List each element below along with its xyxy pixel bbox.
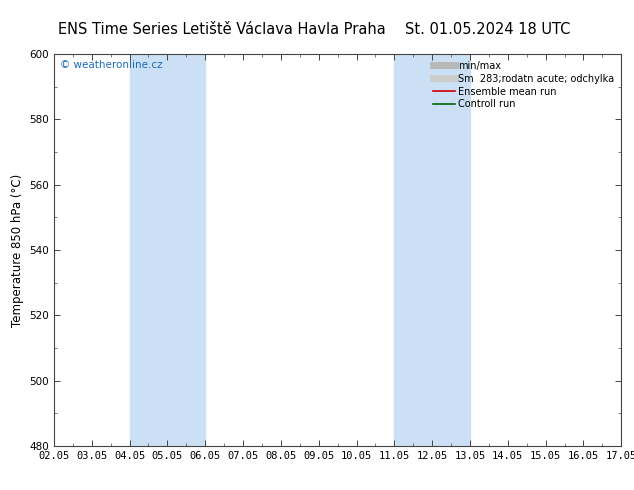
Text: St. 01.05.2024 18 UTC: St. 01.05.2024 18 UTC — [406, 22, 571, 37]
Bar — [394, 54, 470, 446]
Legend: min/max, Sm  283;rodatn acute; odchylka, Ensemble mean run, Controll run: min/max, Sm 283;rodatn acute; odchylka, … — [431, 59, 616, 111]
Text: ENS Time Series Letiště Václava Havla Praha: ENS Time Series Letiště Václava Havla Pr… — [58, 22, 385, 37]
Y-axis label: Temperature 850 hPa (°C): Temperature 850 hPa (°C) — [11, 173, 23, 326]
Text: © weatheronline.cz: © weatheronline.cz — [60, 60, 162, 70]
Bar — [129, 54, 205, 446]
